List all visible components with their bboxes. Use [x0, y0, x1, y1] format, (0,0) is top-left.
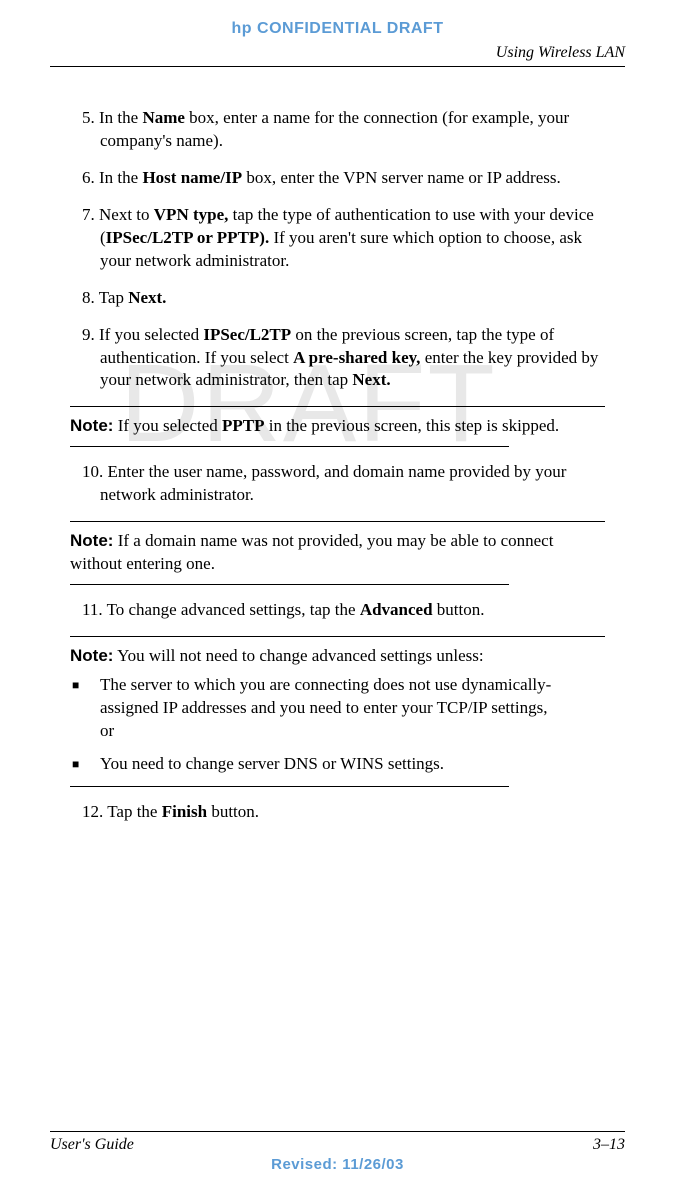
bold-text: PPTP: [222, 416, 265, 435]
text: Next to: [99, 205, 154, 224]
text: button.: [207, 802, 259, 821]
step-7: 7. Next to VPN type, tap the type of aut…: [70, 204, 605, 273]
header-confidential: hp CONFIDENTIAL DRAFT: [50, 20, 625, 38]
text: If a domain name was not provided, you m…: [70, 531, 553, 573]
footer-line: User's Guide 3–13: [50, 1131, 625, 1154]
note-label: Note:: [70, 646, 113, 665]
note-3: Note: You will not need to change advanc…: [70, 645, 605, 668]
step-8: 8. Tap Next.: [70, 287, 605, 310]
text: In the: [99, 108, 142, 127]
step-10: 10. Enter the user name, password, and d…: [70, 461, 605, 507]
bold-text: Advanced: [360, 600, 433, 619]
divider: [70, 584, 509, 585]
footer: User's Guide 3–13 Revised: 11/26/03: [50, 1131, 625, 1173]
text: Tap the: [107, 802, 162, 821]
header-section: Using Wireless LAN: [50, 44, 625, 67]
bullet-list: The server to which you are connecting d…: [70, 674, 605, 776]
divider: [70, 636, 605, 637]
step-number: 5.: [82, 108, 99, 127]
step-number: 6.: [82, 168, 99, 187]
step-9: 9. If you selected IPSec/L2TP on the pre…: [70, 324, 605, 393]
divider: [70, 521, 605, 522]
text: Enter the user name, password, and domai…: [100, 462, 566, 504]
text: box, enter the VPN server name or IP add…: [242, 168, 561, 187]
bold-text: A pre-shared key,: [293, 348, 420, 367]
text: If you selected: [99, 325, 203, 344]
step-number: 9.: [82, 325, 99, 344]
divider: [70, 406, 605, 407]
step-number: 8.: [82, 288, 99, 307]
note-1: Note: If you selected PPTP in the previo…: [70, 415, 605, 438]
text: Tap: [99, 288, 129, 307]
text: If you selected: [113, 416, 222, 435]
divider: [70, 446, 509, 447]
step-number: 11.: [82, 600, 107, 619]
page-content: 5. In the Name box, enter a name for the…: [50, 107, 625, 824]
bold-text: VPN type,: [154, 205, 229, 224]
step-5: 5. In the Name box, enter a name for the…: [70, 107, 605, 153]
step-number: 12.: [82, 802, 107, 821]
list-item: The server to which you are connecting d…: [100, 674, 605, 743]
text: In the: [99, 168, 142, 187]
step-number: 7.: [82, 205, 99, 224]
footer-page: 3–13: [593, 1136, 625, 1154]
bold-text: Next.: [128, 288, 166, 307]
bold-text: Host name/IP: [142, 168, 242, 187]
text: To change advanced settings, tap the: [107, 600, 360, 619]
text: in the previous screen, this step is ski…: [265, 416, 560, 435]
note-label: Note:: [70, 416, 113, 435]
divider: [70, 786, 509, 787]
step-11: 11. To change advanced settings, tap the…: [70, 599, 605, 622]
text: button.: [433, 600, 485, 619]
step-12: 12. Tap the Finish button.: [70, 801, 605, 824]
note-2: Note: If a domain name was not provided,…: [70, 530, 605, 576]
bold-text: Name: [142, 108, 184, 127]
section-title: Using Wireless LAN: [50, 44, 625, 62]
footer-revised: Revised: 11/26/03: [50, 1156, 625, 1173]
footer-guide: User's Guide: [50, 1136, 134, 1154]
note-label: Note:: [70, 531, 113, 550]
list-item: You need to change server DNS or WINS se…: [100, 753, 605, 776]
bold-text: Finish: [162, 802, 207, 821]
bold-text: IPSec/L2TP or PPTP).: [106, 228, 270, 247]
text: You will not need to change advanced set…: [113, 646, 483, 665]
step-6: 6. In the Host name/IP box, enter the VP…: [70, 167, 605, 190]
bold-text: Next.: [352, 370, 390, 389]
bold-text: IPSec/L2TP: [203, 325, 291, 344]
step-number: 10.: [82, 462, 108, 481]
